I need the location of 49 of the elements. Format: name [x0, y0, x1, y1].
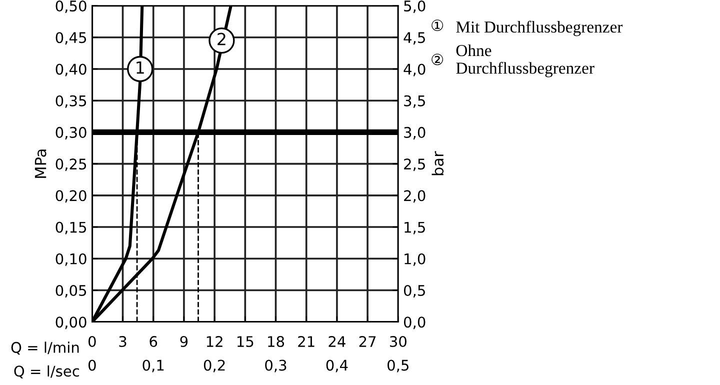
text: ① [432, 20, 444, 32]
text: ② [432, 54, 444, 66]
y2-tick-label: 4,0 [404, 64, 426, 76]
y2-tick-label: 4,5 [404, 32, 425, 45]
x2-tick-label: 0,3 [265, 360, 286, 372]
y-tick-label: 0,25 [56, 158, 86, 172]
y2-tick-label: 5,0 [404, 0, 426, 14]
x-tick-label: 3 [119, 336, 126, 348]
x2-tick-label: 0 [88, 360, 96, 371]
x-tick-label: 9 [180, 336, 188, 348]
y-tick-label: 0,30 [56, 126, 86, 140]
y-tick-label: 0,00 [56, 316, 86, 330]
y-tick-label: 0,15 [56, 222, 86, 234]
x-tick-label: 21 [298, 336, 314, 347]
y-tick-label: 0,35 [56, 95, 86, 108]
y-tick-label: 0,10 [56, 253, 86, 266]
y2-tick-label: 3,0 [404, 126, 426, 140]
annotation: 1 [136, 61, 144, 74]
y2-tick-label: 3,5 [404, 95, 425, 108]
x2-tick-label: 0,1 [142, 360, 164, 372]
x-tick-label: 27 [359, 336, 376, 347]
x-tick-label: 6 [150, 336, 158, 348]
x-axis-title: Q = l/min [11, 342, 79, 355]
annotation: 2 [218, 32, 226, 46]
y-tick-label: 0,50 [56, 0, 86, 14]
x-tick-label: 18 [268, 336, 284, 348]
y-tick-label: 0,20 [56, 190, 86, 203]
y2-tick-label: 0,0 [404, 316, 426, 330]
x2-tick-label: 0,4 [326, 360, 348, 372]
y2-tick-label: 2,0 [404, 190, 426, 203]
x-tick-label: 12 [206, 336, 222, 347]
x-tick-label: 24 [328, 336, 346, 347]
y-tick-label: 0,45 [56, 32, 86, 45]
y2-tick-label: 1,0 [404, 253, 426, 266]
y-axis-title: MPa [34, 150, 46, 178]
y2-tick-label: 0,5 [404, 284, 425, 298]
text: Ohne Durchflussbegrenzer [456, 44, 594, 78]
y2-axis-title: bar [432, 151, 444, 176]
x2-tick-label: 0,2 [204, 360, 225, 372]
x-tick-label: 15 [237, 336, 254, 348]
y2-tick-label: 2,5 [404, 158, 425, 172]
y2-tick-label: 1,5 [404, 222, 425, 234]
x2-tick-label: 0,5 [388, 360, 408, 372]
y-tick-label: 0,05 [56, 284, 86, 298]
x-tick-label: 0 [88, 336, 96, 348]
text: Mit Durchflussbegrenzer [456, 20, 623, 36]
y-tick-label: 0,40 [56, 64, 86, 76]
x2-axis-title: Q = l/sec [14, 365, 80, 378]
x-tick-label: 30 [390, 336, 406, 348]
